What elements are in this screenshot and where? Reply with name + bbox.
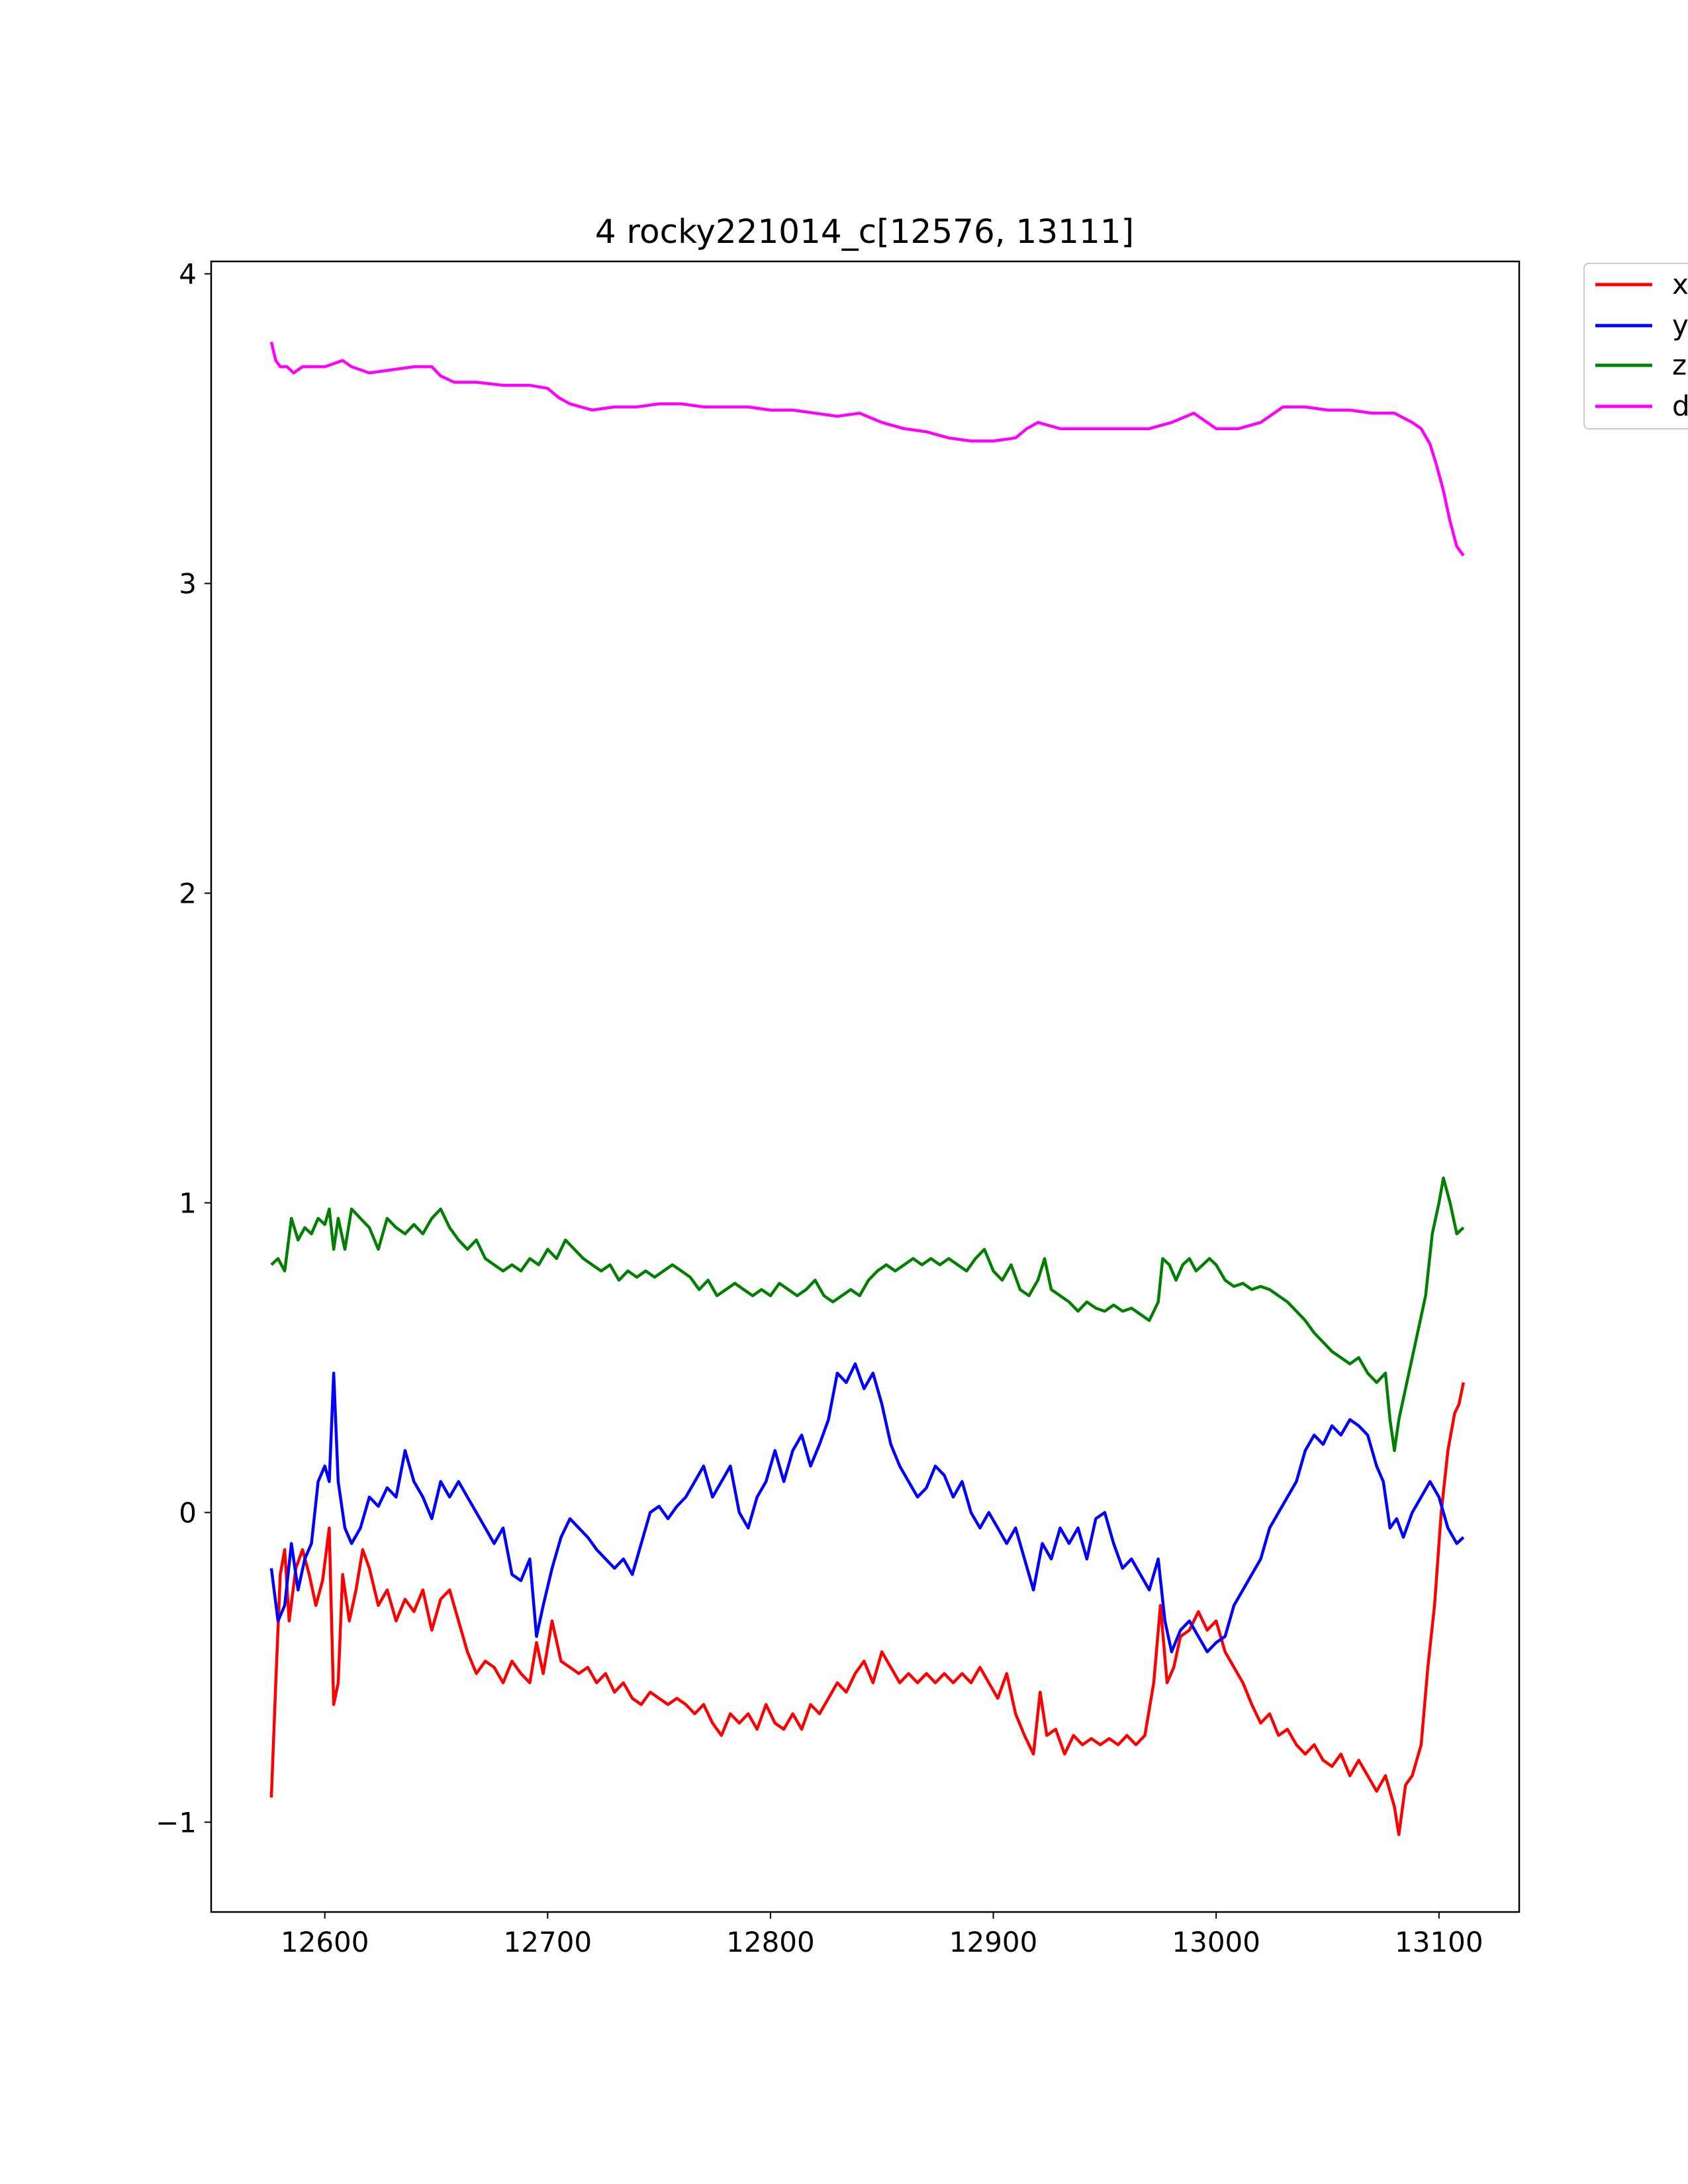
- series-layer: [269, 341, 1466, 1837]
- y-tick-label: 2: [179, 878, 197, 910]
- legend-label-x: x: [1672, 268, 1688, 300]
- legend-entry-d: d: [1595, 390, 1688, 422]
- legend-label-z: z: [1672, 349, 1687, 381]
- x-tick-label: 13000: [1172, 1926, 1260, 1958]
- series-line-d: [269, 341, 1465, 557]
- x-tick-label: 12700: [504, 1926, 592, 1958]
- y-tick-label: 4: [179, 258, 197, 291]
- x-axis: 12600 12700 12800 12900 13000 13100: [281, 1912, 1483, 1958]
- legend-label-d: d: [1672, 390, 1688, 422]
- legend-entry-z: z: [1595, 349, 1687, 381]
- chart-title: 4 rocky221014_c[12576, 13111]: [595, 212, 1134, 251]
- plot-frame: [210, 260, 1521, 1913]
- y-tick-label: −1: [156, 1806, 197, 1839]
- y-tick-label: 1: [179, 1187, 197, 1219]
- series-line-y: [269, 1362, 1465, 1654]
- x-tick-label: 13100: [1395, 1926, 1483, 1958]
- series-line-z: [270, 1176, 1465, 1453]
- y-tick-label: 3: [179, 568, 197, 600]
- x-tick-label: 12900: [949, 1926, 1038, 1958]
- series-line-x: [269, 1382, 1466, 1837]
- legend-entry-x: x: [1595, 268, 1688, 300]
- y-axis: −1 0 1 2 3 4: [156, 258, 211, 1839]
- legend: x y z d: [1583, 263, 1688, 430]
- legend-entry-y: y: [1595, 309, 1688, 341]
- x-tick-label: 12800: [726, 1926, 815, 1958]
- y-tick-label: 0: [179, 1496, 197, 1529]
- x-tick-label: 12600: [281, 1926, 369, 1958]
- legend-frame: [1583, 263, 1688, 430]
- legend-label-y: y: [1672, 309, 1688, 341]
